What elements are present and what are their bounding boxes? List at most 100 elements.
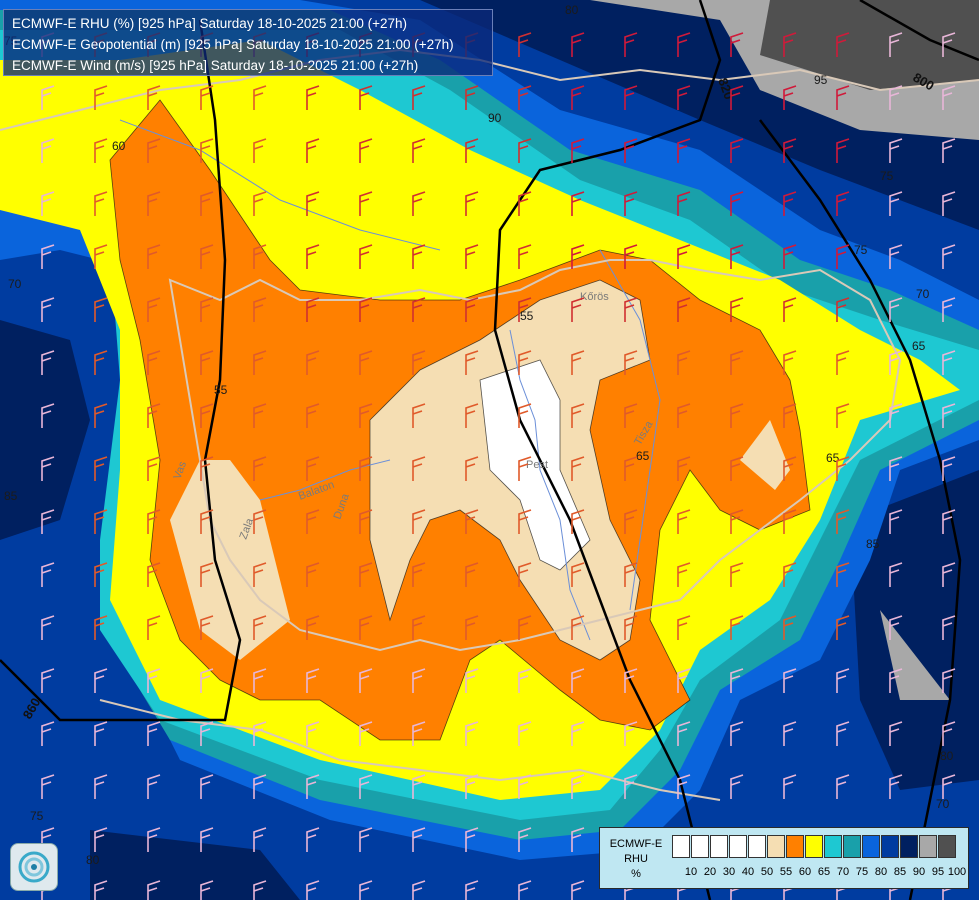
wind-barb — [465, 668, 479, 693]
wind-barb — [571, 85, 585, 110]
contour-60 — [109, 99, 811, 741]
contour-label: 90 — [488, 111, 502, 125]
wind-barb — [359, 509, 373, 534]
wind-barb — [783, 32, 797, 57]
contour-label: 95 — [814, 73, 828, 87]
wind-barb — [518, 827, 532, 852]
wind-barb — [889, 350, 903, 375]
wind-barb — [677, 138, 691, 163]
wind-barb — [200, 827, 214, 852]
wind-barb — [306, 138, 320, 163]
legend-label-variable: RHU — [624, 853, 648, 865]
wind-barb — [359, 350, 373, 375]
wind-barb — [571, 880, 585, 900]
wind-barb — [624, 562, 638, 587]
wind-barb — [942, 244, 956, 269]
legend-swatch — [767, 835, 785, 858]
wind-barb — [253, 509, 267, 534]
wind-barb — [41, 297, 55, 322]
map-title-box: ECMWF-E RHU (%) [925 hPa] Saturday 18-10… — [3, 9, 493, 76]
wind-barb — [730, 297, 744, 322]
wind-barb — [200, 403, 214, 428]
contour-label: 65 — [636, 449, 650, 463]
wind-barb — [571, 774, 585, 799]
wind-barb — [253, 85, 267, 110]
wind-barb — [200, 668, 214, 693]
wind-barb — [624, 350, 638, 375]
wind-barb — [571, 456, 585, 481]
wind-barb — [518, 297, 532, 322]
wind-barb — [359, 668, 373, 693]
contour-label: 80 — [940, 749, 954, 763]
wind-barb — [253, 138, 267, 163]
wind-barb — [41, 403, 55, 428]
wind-barb — [253, 668, 267, 693]
wind-barb — [200, 191, 214, 216]
wind-barb — [200, 244, 214, 269]
wind-barb — [359, 721, 373, 746]
wind-barb — [942, 403, 956, 428]
wind-barb — [306, 880, 320, 900]
legend-ticks: 10 20 30 40 50 55 60 65 70 75 80 85 90 95 100 — [672, 866, 968, 882]
wind-barb — [41, 668, 55, 693]
wind-barb — [836, 668, 850, 693]
wind-barb — [783, 85, 797, 110]
title-line-wind: ECMWF-E Wind (m/s) [925 hPa] Saturday 18… — [12, 58, 419, 73]
place-label: Pest — [526, 459, 548, 471]
wind-barb — [41, 138, 55, 163]
wind-barb — [518, 191, 532, 216]
wind-barb — [889, 562, 903, 587]
wind-barb — [200, 774, 214, 799]
wind-barb — [889, 297, 903, 322]
wind-barb — [306, 615, 320, 640]
wind-barb — [730, 350, 744, 375]
legend-label-model: ECMWF-E — [609, 838, 663, 850]
wind-barb — [624, 509, 638, 534]
wind-barb — [359, 403, 373, 428]
wind-barb — [836, 350, 850, 375]
wind-barb — [783, 774, 797, 799]
river-north — [119, 119, 441, 251]
wind-barb — [359, 85, 373, 110]
wind-barb — [571, 615, 585, 640]
legend-tick: 65 — [817, 866, 831, 878]
isoheight-800-b — [759, 119, 962, 900]
wind-barb — [147, 191, 161, 216]
wind-barb — [836, 615, 850, 640]
legend-tick: 100 — [947, 866, 967, 878]
wind-barb — [518, 138, 532, 163]
wind-barb — [94, 244, 108, 269]
wind-barb — [41, 456, 55, 481]
wind-barb — [200, 562, 214, 587]
wind-barb — [147, 721, 161, 746]
wind-barb — [942, 350, 956, 375]
rh-band-85-90-southwest — [90, 830, 300, 900]
isoheight-860 — [0, 19, 242, 722]
place-label: Kőrös — [580, 291, 609, 303]
contour-label: 80 — [86, 853, 100, 867]
wind-barb — [306, 562, 320, 587]
wind-barb — [836, 562, 850, 587]
wind-barb — [465, 562, 479, 587]
wind-barb — [571, 191, 585, 216]
wind-barb — [41, 562, 55, 587]
wind-barb — [412, 350, 426, 375]
wind-barb — [465, 350, 479, 375]
legend-tick: 85 — [893, 866, 907, 878]
wind-barb — [730, 668, 744, 693]
wind-barb — [730, 509, 744, 534]
contour-55 — [369, 279, 651, 661]
wind-barb — [836, 456, 850, 481]
wind-barb — [147, 456, 161, 481]
wind-barb — [571, 350, 585, 375]
title-line-geopotential: ECMWF-E Geopotential (m) [925 hPa] Satur… — [12, 37, 454, 52]
wind-barb — [94, 880, 108, 900]
wind-barb — [41, 721, 55, 746]
wind-barb — [253, 827, 267, 852]
legend-swatch — [691, 835, 709, 858]
title-line-rhu: ECMWF-E RHU (%) [925 hPa] Saturday 18-10… — [12, 16, 408, 31]
rhu-legend: ECMWF-E RHU % 10 20 30 40 50 55 60 65 70 75 80 85 90… — [599, 827, 969, 889]
wind-barb — [200, 85, 214, 110]
wind-barb — [359, 880, 373, 900]
legend-swatch — [710, 835, 728, 858]
